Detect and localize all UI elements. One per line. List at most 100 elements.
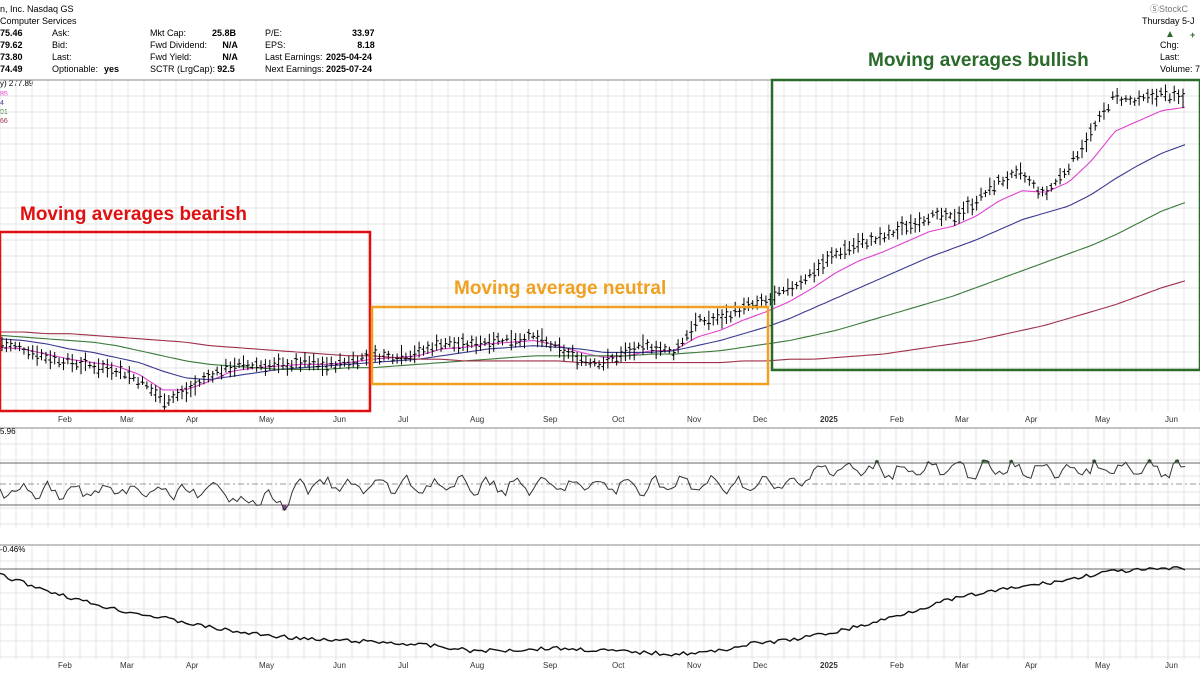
price-bar xyxy=(447,336,452,348)
price-bar xyxy=(882,232,887,243)
price-bar xyxy=(860,232,865,248)
price-bar xyxy=(487,333,492,354)
price-bar xyxy=(1005,171,1010,190)
price-bar xyxy=(509,329,514,351)
x-axis-tick-label: Apr xyxy=(1025,415,1038,424)
price-bar xyxy=(943,207,948,221)
price-bar xyxy=(667,346,672,354)
price-bar xyxy=(136,377,141,389)
x-axis-tick-label: Mar xyxy=(955,661,969,670)
x-axis-tick-label: Feb xyxy=(890,661,904,670)
price-bar xyxy=(219,365,224,380)
price-bar xyxy=(131,373,136,382)
price-bar xyxy=(654,340,659,360)
x-axis-tick-label: Feb xyxy=(58,415,72,424)
x-axis-tick-label: Dec xyxy=(753,661,767,670)
price-bar xyxy=(605,348,610,369)
price-bar xyxy=(482,338,487,347)
price-bar xyxy=(979,187,984,201)
price-bar xyxy=(184,382,189,403)
price-bar xyxy=(206,369,211,383)
price-bar xyxy=(127,366,132,385)
price-bar xyxy=(30,345,35,360)
price-bar xyxy=(746,297,751,311)
price-value: 79.62 xyxy=(0,40,23,50)
stat-label: Fwd Dividend: xyxy=(150,40,208,50)
price-bar xyxy=(886,224,891,240)
ma-mid-line xyxy=(0,144,1186,381)
price-bar xyxy=(588,358,593,368)
x-axis-tick-label: Jul xyxy=(398,661,408,670)
price-bar xyxy=(983,190,988,198)
price-bar xyxy=(829,247,834,264)
x-axis-tick-label: Feb xyxy=(58,661,72,670)
x-axis-tick-label: Mar xyxy=(955,415,969,424)
earnings-label: P/E: xyxy=(265,28,283,38)
price-bar xyxy=(280,357,285,370)
price-bar xyxy=(1176,89,1181,105)
x-axis-tick-label: Apr xyxy=(186,661,199,670)
price-bar xyxy=(1181,88,1185,109)
price-bar xyxy=(122,371,127,380)
price-bar xyxy=(601,356,606,371)
price-bar xyxy=(702,316,707,326)
price-bar xyxy=(579,353,584,366)
price-bar xyxy=(1141,94,1146,102)
x-axis-tick-label: May xyxy=(1095,661,1110,670)
x-axis-tick-label: Jun xyxy=(333,661,346,670)
price-bar xyxy=(921,216,926,226)
price-bar xyxy=(465,340,470,353)
price-bar xyxy=(443,338,448,349)
price-bar xyxy=(1009,169,1014,178)
legend-ma-value: 4 xyxy=(0,100,4,107)
price-bar xyxy=(4,338,9,353)
price-bar xyxy=(597,360,602,370)
price-bar xyxy=(812,262,817,283)
price-bar xyxy=(838,247,843,260)
price-bar xyxy=(1119,96,1124,106)
price-bar xyxy=(878,227,883,246)
price-bar xyxy=(272,357,277,371)
price-bar xyxy=(544,336,549,348)
price-bar xyxy=(228,361,233,378)
price-bar xyxy=(1080,139,1085,159)
price-bar xyxy=(175,388,180,402)
earnings-value: 2025-07-24 xyxy=(326,64,373,74)
price-bar xyxy=(790,281,795,297)
price-bar xyxy=(8,339,13,352)
price-bar xyxy=(316,358,321,371)
price-bar xyxy=(381,348,386,361)
price-bar xyxy=(706,310,711,331)
price-bar xyxy=(658,341,663,356)
price-bar xyxy=(913,218,918,233)
header-sector: Computer Services xyxy=(0,16,77,26)
price-bar xyxy=(267,359,272,371)
price-bar xyxy=(781,286,786,295)
annotation-label: Moving averages bullish xyxy=(868,50,1089,71)
price-bar xyxy=(992,180,997,196)
price-bar xyxy=(1137,90,1142,106)
price-bar xyxy=(496,332,501,345)
price-bar xyxy=(640,334,645,355)
price-bar xyxy=(474,336,479,355)
price-bar xyxy=(1049,182,1054,192)
price-bar xyxy=(158,387,163,404)
earnings-value: 8.18 xyxy=(357,40,375,50)
earnings-label: Last Earnings: xyxy=(265,52,323,62)
price-bar xyxy=(100,360,105,374)
price-bar xyxy=(254,357,259,372)
right-label: Last: xyxy=(1160,52,1180,62)
price-bar xyxy=(333,361,338,373)
x-axis-tick-label: Feb xyxy=(890,415,904,424)
price-bar xyxy=(1150,88,1155,105)
price-bar xyxy=(1066,163,1071,176)
price-bar xyxy=(105,358,110,378)
price-bar xyxy=(619,346,624,363)
price-bar xyxy=(13,341,18,350)
price-bar xyxy=(298,357,303,372)
price-bar xyxy=(83,352,88,372)
x-axis-tick-label: Sep xyxy=(543,415,558,424)
price-bar xyxy=(873,236,878,245)
quote-label: Bid: xyxy=(52,40,68,50)
